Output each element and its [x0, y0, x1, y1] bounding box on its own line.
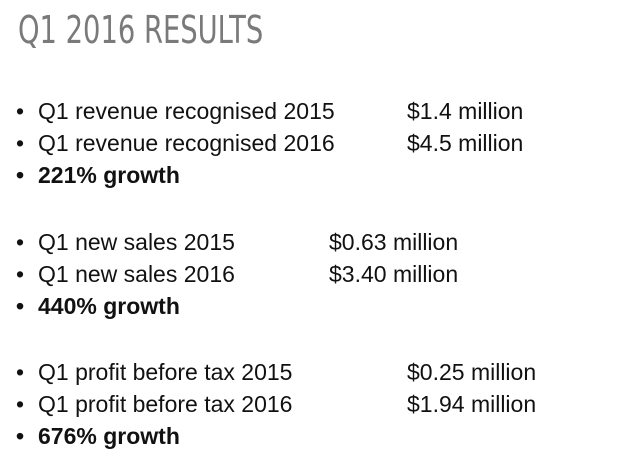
item-label: Q1 profit before tax 2015: [38, 359, 293, 385]
bullet: •: [16, 162, 25, 188]
bullet: •: [16, 98, 25, 124]
item-label: Q1 new sales 2016: [38, 261, 235, 287]
item-label: Q1 revenue recognised 2016: [38, 130, 335, 156]
growth-label: 440% growth: [38, 293, 180, 319]
bullet: •: [16, 423, 25, 449]
item-value: $0.63 million: [329, 229, 459, 255]
bullet: •: [16, 261, 25, 287]
bullet: •: [16, 229, 25, 255]
bullet: •: [16, 130, 25, 156]
item-value: $1.4 million: [407, 98, 524, 124]
item-label: Q1 revenue recognised 2015: [38, 98, 335, 124]
item-label: Q1 profit before tax 2016: [38, 391, 293, 417]
item-value: $4.5 million: [407, 130, 524, 156]
slide-title: Q1 2016 RESULTS: [18, 8, 264, 52]
item-value: $3.40 million: [329, 261, 459, 287]
growth-label: 221% growth: [38, 162, 180, 188]
growth-label: 676% growth: [38, 423, 180, 449]
item-value: $0.25 million: [407, 359, 537, 385]
bullet: •: [16, 293, 25, 319]
item-value: $1.94 million: [407, 391, 537, 417]
item-label: Q1 new sales 2015: [38, 229, 235, 255]
bullet: •: [16, 359, 25, 385]
bullet: •: [16, 391, 25, 417]
